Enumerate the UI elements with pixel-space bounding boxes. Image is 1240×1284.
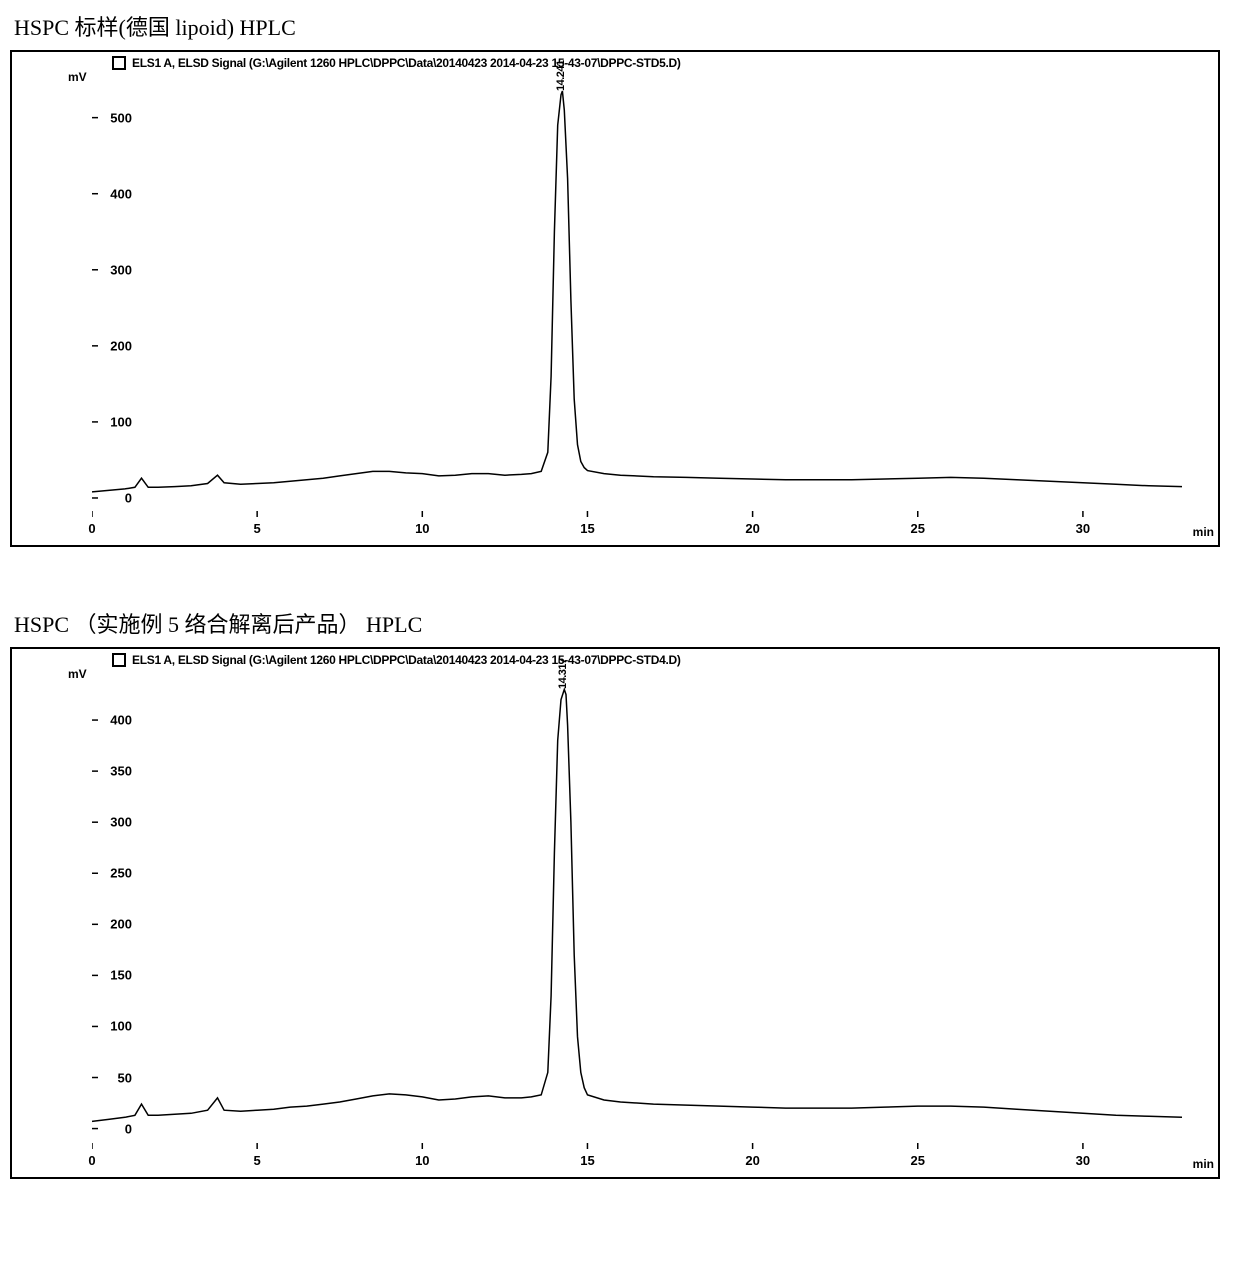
chart-title: HSPC （实施例 5 络合解离后产品） HPLC [14,607,1230,639]
peak-retention-label: 14.241 [555,61,567,92]
y-axis-unit: mV [68,70,87,84]
chromatogram-trace [92,689,1182,1121]
peak-retention-label: 14.317 [557,659,569,690]
legend-text: ELS1 A, ELSD Signal (G:\Agilent 1260 HPL… [132,653,681,667]
legend-text: ELS1 A, ELSD Signal (G:\Agilent 1260 HPL… [132,56,681,70]
plot-area: mV05010015020025030035040005101520253014… [12,669,1218,1177]
x-tick-label: 20 [745,1153,759,1168]
x-tick-label: 15 [580,1153,594,1168]
y-tick-label: 350 [92,764,132,779]
legend-swatch-icon [112,56,126,70]
x-tick-label: 10 [415,521,429,536]
x-tick-label: 20 [745,521,759,536]
y-tick-label: 150 [92,968,132,983]
chromatogram-svg [92,669,1182,1149]
x-tick-label: 30 [1076,521,1090,536]
y-tick-label: 200 [92,917,132,932]
y-tick-label: 0 [92,1121,132,1136]
legend-swatch-icon [112,653,126,667]
x-tick-label: 5 [254,1153,261,1168]
y-tick-label: 0 [92,490,132,505]
y-tick-label: 100 [92,414,132,429]
chart-legend: ELS1 A, ELSD Signal (G:\Agilent 1260 HPL… [12,649,1218,669]
y-axis-unit: mV [68,667,87,681]
chart-container: ELS1 A, ELSD Signal (G:\Agilent 1260 HPL… [10,50,1220,547]
x-tick-label: 0 [88,1153,95,1168]
x-axis-unit: min [1193,1157,1214,1171]
y-tick-label: 300 [92,815,132,830]
y-tick-label: 400 [92,186,132,201]
x-axis-unit: min [1193,525,1214,539]
y-tick-label: 100 [92,1019,132,1034]
y-tick-label: 300 [92,262,132,277]
chart-title: HSPC 标样(德国 lipoid) HPLC [14,10,1230,42]
y-tick-label: 250 [92,866,132,881]
plot-area: mV010020030040050005101520253014.241min [12,72,1218,545]
chromatogram-svg [92,72,1182,517]
chromatogram-trace [92,91,1182,492]
x-tick-label: 30 [1076,1153,1090,1168]
x-tick-label: 25 [911,1153,925,1168]
chart-legend: ELS1 A, ELSD Signal (G:\Agilent 1260 HPL… [12,52,1218,72]
y-tick-label: 200 [92,338,132,353]
x-tick-label: 25 [911,521,925,536]
y-tick-label: 400 [92,713,132,728]
x-tick-label: 15 [580,521,594,536]
x-tick-label: 10 [415,1153,429,1168]
y-tick-label: 500 [92,110,132,125]
chart-container: ELS1 A, ELSD Signal (G:\Agilent 1260 HPL… [10,647,1220,1179]
x-tick-label: 5 [254,521,261,536]
x-tick-label: 0 [88,521,95,536]
y-tick-label: 50 [92,1070,132,1085]
